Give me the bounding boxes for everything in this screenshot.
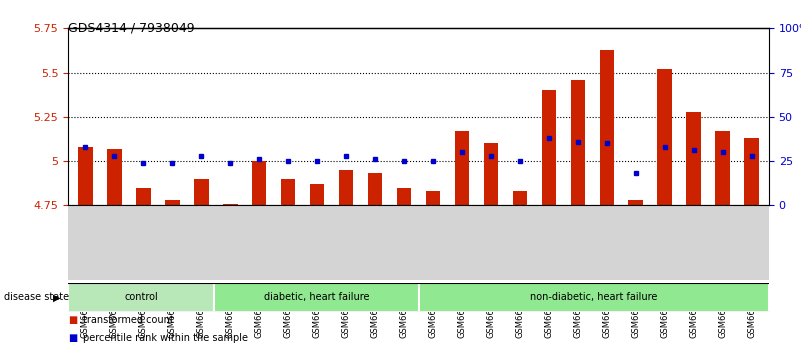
- Bar: [563, 205, 592, 280]
- Bar: [570, 80, 585, 205]
- Text: transformed count: transformed count: [83, 315, 173, 325]
- Bar: [622, 205, 650, 280]
- Bar: [599, 50, 614, 205]
- Text: percentile rank within the sample: percentile rank within the sample: [83, 333, 248, 343]
- Bar: [744, 138, 759, 205]
- Bar: [214, 283, 418, 312]
- Bar: [368, 173, 382, 205]
- Bar: [187, 205, 215, 280]
- Bar: [541, 90, 556, 205]
- Bar: [136, 188, 151, 205]
- Bar: [708, 205, 737, 280]
- Bar: [281, 179, 296, 205]
- Bar: [223, 204, 238, 205]
- Bar: [165, 200, 179, 205]
- Bar: [303, 205, 332, 280]
- Bar: [274, 205, 303, 280]
- Text: ■: ■: [68, 315, 78, 325]
- Bar: [650, 205, 679, 280]
- Bar: [448, 205, 477, 280]
- Bar: [107, 149, 122, 205]
- Bar: [629, 200, 643, 205]
- Bar: [534, 205, 563, 280]
- Bar: [455, 131, 469, 205]
- Bar: [129, 205, 158, 280]
- Bar: [360, 205, 389, 280]
- Bar: [418, 205, 448, 280]
- Bar: [100, 205, 129, 280]
- Bar: [477, 205, 505, 280]
- Bar: [339, 170, 353, 205]
- Bar: [658, 69, 672, 205]
- Bar: [310, 184, 324, 205]
- Bar: [332, 205, 360, 280]
- Bar: [484, 143, 498, 205]
- Bar: [389, 205, 418, 280]
- Bar: [513, 191, 527, 205]
- Bar: [686, 112, 701, 205]
- Bar: [245, 205, 274, 280]
- Bar: [715, 131, 730, 205]
- Bar: [679, 205, 708, 280]
- Bar: [505, 205, 534, 280]
- Text: ▶: ▶: [53, 292, 60, 302]
- Text: disease state: disease state: [4, 292, 69, 302]
- Bar: [426, 191, 441, 205]
- Bar: [396, 188, 411, 205]
- Bar: [78, 147, 93, 205]
- Text: diabetic, heart failure: diabetic, heart failure: [264, 292, 369, 302]
- Bar: [252, 161, 267, 205]
- Text: ■: ■: [68, 333, 78, 343]
- Bar: [71, 205, 100, 280]
- Text: control: control: [124, 292, 158, 302]
- Bar: [418, 283, 769, 312]
- Bar: [592, 205, 622, 280]
- Bar: [158, 205, 187, 280]
- Bar: [68, 283, 214, 312]
- Bar: [737, 205, 766, 280]
- Bar: [215, 205, 245, 280]
- Bar: [194, 179, 208, 205]
- Text: non-diabetic, heart failure: non-diabetic, heart failure: [530, 292, 658, 302]
- Text: GDS4314 / 7938049: GDS4314 / 7938049: [68, 21, 195, 34]
